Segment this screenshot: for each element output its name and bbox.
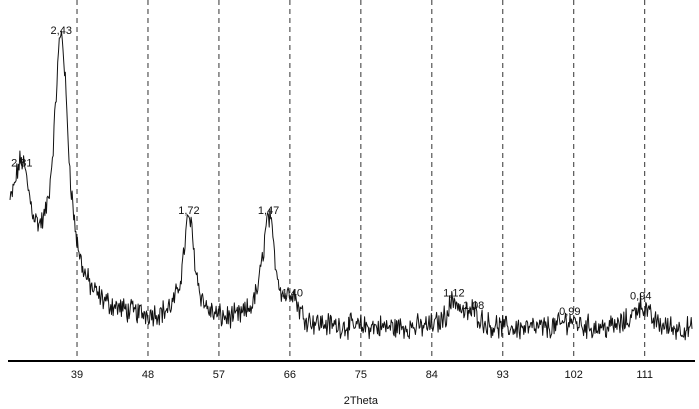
x-tick-label: 57 (213, 369, 225, 381)
x-tick-label: 84 (426, 369, 438, 381)
peak-label: 0,94 (630, 290, 651, 302)
x-tick-label: 102 (565, 369, 583, 381)
peak-label: 1,12 (443, 287, 464, 299)
peak-label: 1,47 (258, 205, 279, 217)
diffraction-trace (10, 31, 692, 339)
x-tick-label: 93 (497, 369, 509, 381)
x-tick-label: 48 (142, 369, 154, 381)
x-tick-label: 111 (636, 369, 653, 381)
x-tick-label: 66 (284, 369, 296, 381)
peak-label: 2,43 (51, 25, 72, 37)
peak-label: 1,40 (282, 287, 303, 299)
peak-label: 1,72 (178, 205, 199, 217)
peak-label: 0,99 (559, 306, 580, 318)
peak-labels: 2,81 2,43 1,72 1,47 1,40 1,121,08 0,99 0,94 (11, 25, 651, 318)
peak-label: 1,08 (463, 300, 484, 312)
x-tick-label: 75 (355, 369, 367, 381)
peak-label: 2,81 (11, 158, 32, 170)
x-tick-label: 39 (71, 369, 83, 381)
x-tick-labels: 39 48 57 66 75 84 93 102 111 (71, 369, 653, 381)
x-axis-title: 2Theta (344, 395, 379, 407)
